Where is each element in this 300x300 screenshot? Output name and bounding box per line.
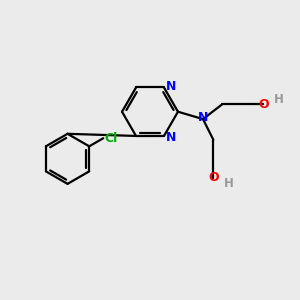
Text: N: N xyxy=(198,111,208,124)
Text: H: H xyxy=(274,93,284,106)
Text: O: O xyxy=(208,172,219,184)
Text: N: N xyxy=(166,130,176,144)
Text: N: N xyxy=(166,80,176,93)
Text: H: H xyxy=(224,177,234,190)
Text: Cl: Cl xyxy=(105,132,118,145)
Text: O: O xyxy=(258,98,269,111)
